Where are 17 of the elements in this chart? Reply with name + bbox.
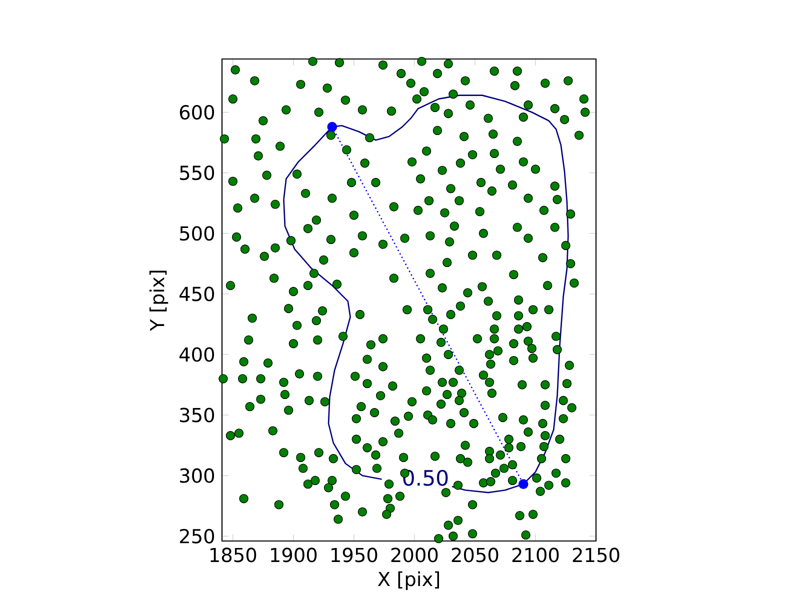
x-tick-label: 2100 — [512, 548, 559, 562]
x-tick-label: 2150 — [572, 548, 620, 562]
y-tick-label: 550 — [180, 166, 214, 180]
y-tick-label: 500 — [180, 226, 214, 241]
y-tick-label: 250 — [180, 528, 214, 544]
x-tick-label: 1950 — [332, 548, 378, 562]
y-tick-label: 400 — [179, 347, 214, 362]
y-tick-label: 600 — [180, 104, 214, 120]
x-tick-label: 2000 — [391, 548, 438, 562]
x-axis-title: X [pix] — [378, 571, 439, 590]
x-tick-label: 1850 — [210, 548, 256, 562]
x-tick-label: 2050 — [452, 548, 498, 562]
y-tick-label: 350 — [180, 408, 214, 422]
y-tick-label: 450 — [179, 286, 214, 302]
y-tick-label: 300 — [180, 468, 214, 483]
y-axis-title: Y [pix] — [149, 270, 168, 331]
x-tick-label: 1900 — [271, 548, 317, 562]
